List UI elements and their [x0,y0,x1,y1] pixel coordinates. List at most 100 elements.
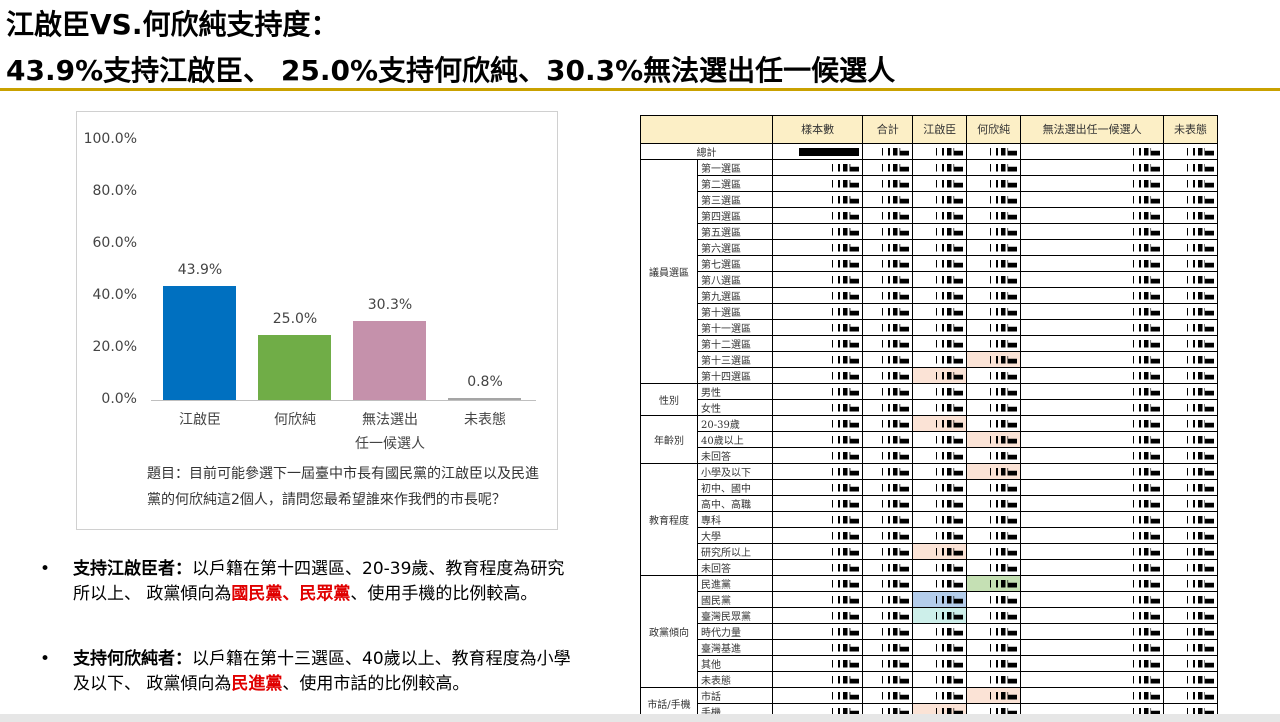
table-cell [912,255,968,272]
obscured-value [933,195,964,204]
obscured-value [829,435,860,444]
table-cell [1020,159,1165,176]
table-cell [771,687,864,704]
obscured-value [1184,675,1214,684]
table-cell [771,271,864,288]
table-cell [771,367,864,384]
obscured-value [933,531,964,540]
obscured-value [933,179,964,188]
table-cell [862,255,914,272]
group-label: 教育程度 [640,463,698,576]
table-cell [912,191,968,208]
table-cell [771,671,864,688]
table-cell [771,591,864,608]
obscured-value [829,355,860,364]
obscured-value [879,659,910,668]
table-cell [1163,239,1218,256]
table-row: 性別 男性 [640,383,1218,416]
table-cell [912,431,968,448]
obscured-value [1184,691,1214,700]
obscured-value [1184,307,1214,316]
table-cell [1020,623,1165,640]
obscured-value [829,451,860,460]
table-cell [862,671,914,688]
table-cell [1020,447,1165,464]
table-cell [1020,431,1165,448]
table-cell [966,447,1022,464]
table-row: 第九選區 [641,287,1218,304]
obscured-value [1130,659,1161,668]
bar-chart: 100.0% 80.0% 60.0% 40.0% 20.0% 0.0% 43.9% 江啟臣 25… [76,111,558,530]
table-cell [862,191,914,208]
table-row: 第四選區 [641,207,1218,224]
table-cell [771,383,864,400]
obscured-value [1184,531,1214,540]
table-cell [966,543,1022,560]
table-cell [771,255,864,272]
obscured-value [829,211,860,220]
obscured-value [829,531,860,540]
table-cell [862,319,914,336]
row-label: 第十二選區 [697,335,773,352]
table-cell [771,607,864,624]
obscured-value [987,467,1018,476]
table-cell [912,447,968,464]
obscured-value [1184,195,1214,204]
table-cell [1020,207,1165,224]
row-label: 第八選區 [697,271,773,288]
obscured-value [1130,611,1161,620]
column-header: 無法選出任一候選人 [1020,115,1165,144]
table-cell [771,415,864,432]
obscured-value [933,419,964,428]
table-cell [862,271,914,288]
obscured-value [933,499,964,508]
obscured-value [1130,675,1161,684]
obscured-value [879,259,910,268]
row-label: 專科 [697,511,773,528]
table-cell [1163,287,1218,304]
obscured-value [987,371,1018,380]
table-cell [966,655,1022,672]
row-label: 第十四選區 [697,367,773,384]
obscured-value [879,387,910,396]
row-label: 第十三選區 [697,351,773,368]
obscured-value [1184,499,1214,508]
bar-1 [258,335,331,400]
table-cell [1163,367,1218,384]
table-cell [771,639,864,656]
obscured-value [987,547,1018,556]
table-cell [1020,479,1165,496]
row-label: 大學 [697,527,773,544]
table-cell [1163,463,1218,480]
row-label: 未表態 [697,671,773,688]
obscured-value [1184,355,1214,364]
table-cell [862,479,914,496]
table-cell [912,575,968,592]
group-label: 政黨傾向 [640,575,698,688]
obscured-value [933,211,964,220]
table-cell [862,175,914,192]
obscured-value [829,707,860,716]
x-axis-line [151,400,536,401]
obscured-value [987,195,1018,204]
obscured-value [987,451,1018,460]
table-cell [862,687,914,704]
table-cell [862,383,914,400]
obscured-value [1130,563,1161,572]
table-cell [966,511,1022,528]
data-label: 30.3% [367,297,413,314]
table-cell [912,383,968,400]
obscured-value [829,499,860,508]
obscured-value [1184,467,1214,476]
table-cell [862,367,914,384]
table-cell [1020,543,1165,560]
table-cell [1020,511,1165,528]
obscured-value [933,275,964,284]
table-cell [1163,431,1218,448]
table-cell [862,591,914,608]
obscured-value [879,483,910,492]
table-row: 第七選區 [641,255,1218,272]
table-cell [966,479,1022,496]
obscured-value [987,387,1018,396]
table-cell [1163,351,1218,368]
